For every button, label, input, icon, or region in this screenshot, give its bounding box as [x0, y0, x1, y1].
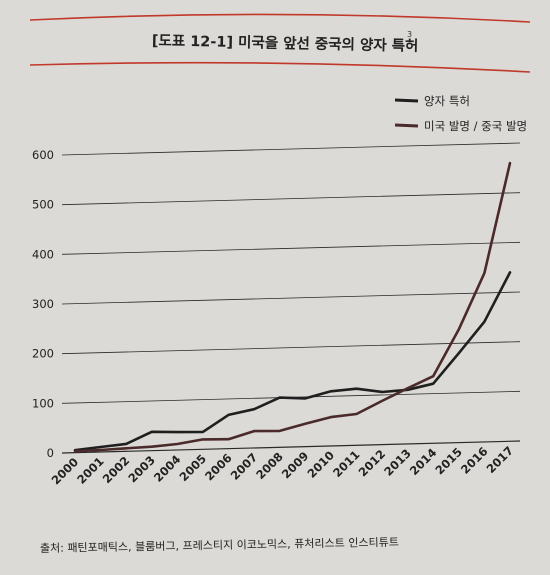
x-tick-label: 2010	[304, 448, 337, 481]
data-point	[202, 431, 204, 433]
data-point	[355, 387, 358, 390]
data-point	[125, 443, 127, 445]
data-point	[304, 422, 307, 425]
gridline	[61, 341, 521, 355]
title-rule-bottom	[29, 61, 531, 73]
data-point	[355, 413, 358, 415]
data-point	[381, 400, 383, 402]
data-point	[176, 431, 179, 433]
data-point	[509, 162, 511, 164]
legend-swatch-0	[394, 98, 419, 103]
legend: 양자 특허 미국 발명 / 중국 발명	[394, 94, 527, 133]
legend-label-1: 미국 발명 / 중국 발명	[424, 119, 527, 133]
data-point	[381, 391, 383, 393]
chart-title: [도표 12-1] 미국을 앞선 중국의 양자 특허	[152, 31, 419, 55]
x-tick-label: 2008	[253, 450, 286, 483]
data-point	[330, 416, 332, 418]
y-tick-label: 200	[32, 347, 54, 361]
y-axis-ticks: 0 100 200 300 400 500 600	[32, 148, 54, 460]
data-point	[406, 387, 409, 390]
data-point	[458, 352, 460, 355]
x-tick-label: 2009	[279, 449, 312, 482]
x-tick-label: 2012	[356, 447, 389, 480]
data-point	[150, 430, 153, 433]
data-point	[99, 446, 102, 448]
series-lines	[73, 161, 512, 453]
data-point	[176, 443, 179, 445]
gridline	[61, 440, 521, 454]
data-point	[509, 271, 511, 274]
data-point	[278, 430, 281, 432]
x-tick-label: 2004	[151, 452, 184, 485]
y-tick-label: 600	[32, 148, 54, 162]
gridline	[61, 192, 521, 206]
y-tick-label: 100	[32, 396, 54, 410]
data-point	[432, 375, 435, 378]
data-point	[483, 272, 486, 274]
x-tick-label: 2016	[458, 444, 491, 477]
data-point	[253, 408, 255, 411]
series-line-0	[73, 271, 512, 452]
legend-swatch-1	[394, 123, 419, 128]
data-point	[150, 445, 153, 448]
x-tick-label: 2007	[228, 450, 261, 483]
data-point	[483, 320, 486, 323]
data-point	[99, 449, 102, 451]
data-point	[227, 438, 230, 441]
series-line-1	[73, 161, 512, 453]
x-tick-label: 2005	[177, 452, 210, 485]
x-tick-label: 2014	[407, 445, 440, 478]
y-tick-label: 500	[32, 198, 54, 212]
gridline	[61, 291, 521, 305]
x-tick-label: 2017	[484, 443, 517, 476]
title-rule-top	[29, 13, 531, 23]
data-point	[432, 382, 435, 385]
data-point	[253, 430, 255, 432]
gridline	[61, 142, 521, 156]
data-point	[278, 396, 281, 399]
data-point	[304, 397, 307, 400]
x-tick-label: 2003	[125, 453, 158, 486]
data-point	[125, 447, 127, 450]
data-point	[202, 438, 204, 441]
x-tick-label: 2006	[202, 451, 235, 484]
x-tick-label: 2001	[74, 454, 107, 487]
x-tick-label: 2002	[100, 454, 133, 487]
x-tick-label: 2013	[381, 446, 414, 479]
legend-label-0: 양자 특허	[424, 94, 470, 108]
y-tick-label: 0	[47, 446, 54, 460]
data-point	[227, 414, 230, 416]
footnote-marker: 3	[407, 30, 412, 39]
y-tick-label: 300	[32, 297, 54, 311]
y-tick-label: 400	[32, 247, 54, 261]
data-point	[74, 450, 76, 452]
x-tick-label: 2015	[432, 445, 465, 478]
data-point	[330, 390, 332, 393]
x-tick-label: 2011	[330, 448, 363, 481]
gridline	[61, 241, 521, 255]
source-note: 출처: 패틴포매틱스, 블룸버그, 프레스티지 이코노믹스, 퓨처리스트 인스티…	[40, 536, 399, 555]
gridlines	[61, 142, 521, 454]
data-point	[458, 328, 460, 331]
